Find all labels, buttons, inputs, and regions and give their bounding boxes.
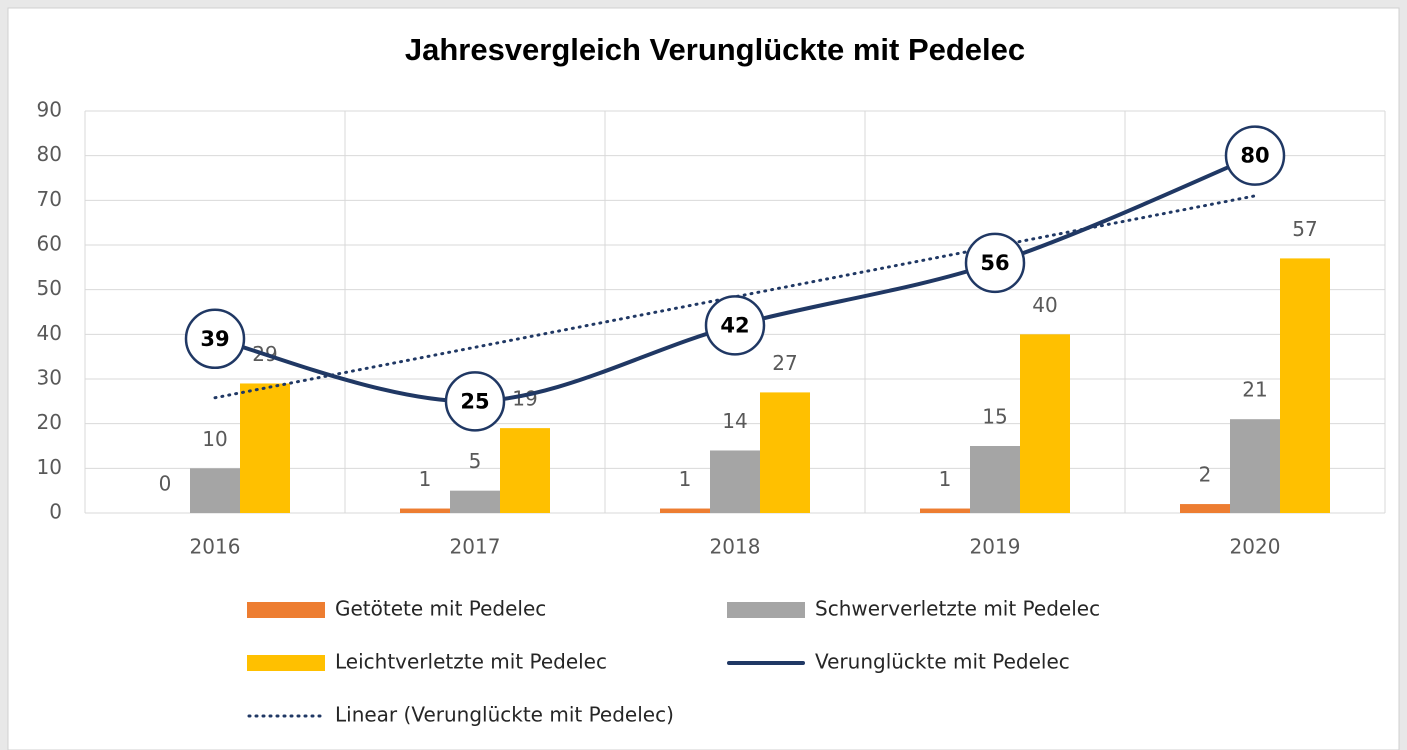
data-label-bubble <box>704 295 766 356</box>
bar <box>400 508 450 513</box>
chart-title: Jahresvergleich Verunglückte mit Pedelec <box>405 32 1025 67</box>
y-tick-label: 20 <box>37 410 62 434</box>
y-tick-label: 0 <box>49 500 62 524</box>
y-tick-label: 60 <box>37 232 62 256</box>
legend-label: Leichtverletzte mit Pedelec <box>335 650 607 674</box>
data-label: 14 <box>722 409 747 433</box>
bar <box>240 383 290 513</box>
x-tick-label: 2019 <box>970 535 1021 559</box>
bar <box>1020 334 1070 513</box>
y-tick-label: 50 <box>37 276 62 300</box>
data-label: 1 <box>939 467 952 491</box>
legend-label: Getötete mit Pedelec <box>335 597 546 621</box>
data-label-bubble <box>184 308 246 370</box>
legend-swatch <box>247 655 325 671</box>
data-label: 21 <box>1242 378 1267 402</box>
data-label: 1 <box>419 467 432 491</box>
data-label: 5 <box>469 449 482 473</box>
data-label-bubble <box>964 232 1026 294</box>
bar <box>500 428 550 513</box>
legend-swatch <box>247 602 325 618</box>
data-label: 42 <box>720 313 749 337</box>
bar <box>190 468 240 513</box>
data-label: 39 <box>200 327 229 351</box>
data-label-bubble <box>1224 125 1286 186</box>
y-tick-label: 70 <box>37 187 62 211</box>
x-tick-label: 2017 <box>450 535 501 559</box>
x-tick-label: 2020 <box>1230 535 1281 559</box>
bar <box>1280 258 1330 513</box>
data-label: 27 <box>772 351 797 375</box>
bar <box>450 490 500 513</box>
legend-label: Schwerverletzte mit Pedelec <box>815 597 1100 621</box>
bar <box>920 508 970 513</box>
data-label: 56 <box>980 251 1009 275</box>
bar <box>760 392 810 513</box>
data-label: 0 <box>159 472 172 496</box>
y-tick-label: 30 <box>37 366 62 390</box>
data-label: 10 <box>202 427 227 451</box>
y-tick-label: 40 <box>37 321 62 345</box>
bar <box>1180 504 1230 513</box>
data-label-bubble <box>444 371 506 432</box>
bar <box>660 508 710 513</box>
data-label: 57 <box>1292 217 1317 241</box>
bar <box>970 446 1020 513</box>
data-label: 2 <box>1199 463 1212 487</box>
data-label: 80 <box>1240 144 1269 168</box>
data-label: 15 <box>982 405 1007 429</box>
y-tick-label: 90 <box>37 98 62 122</box>
y-tick-label: 10 <box>37 455 62 479</box>
data-label: 40 <box>1032 293 1057 317</box>
legend-swatch <box>727 602 805 618</box>
y-tick-label: 80 <box>37 142 62 166</box>
x-tick-label: 2018 <box>710 535 761 559</box>
x-tick-label: 2016 <box>190 535 241 559</box>
legend-label: Verunglückte mit Pedelec <box>815 650 1070 674</box>
data-label: 25 <box>460 389 489 413</box>
bar <box>710 450 760 513</box>
bar <box>1230 419 1280 513</box>
legend-label: Linear (Verunglückte mit Pedelec) <box>335 703 674 727</box>
data-label: 1 <box>679 467 692 491</box>
